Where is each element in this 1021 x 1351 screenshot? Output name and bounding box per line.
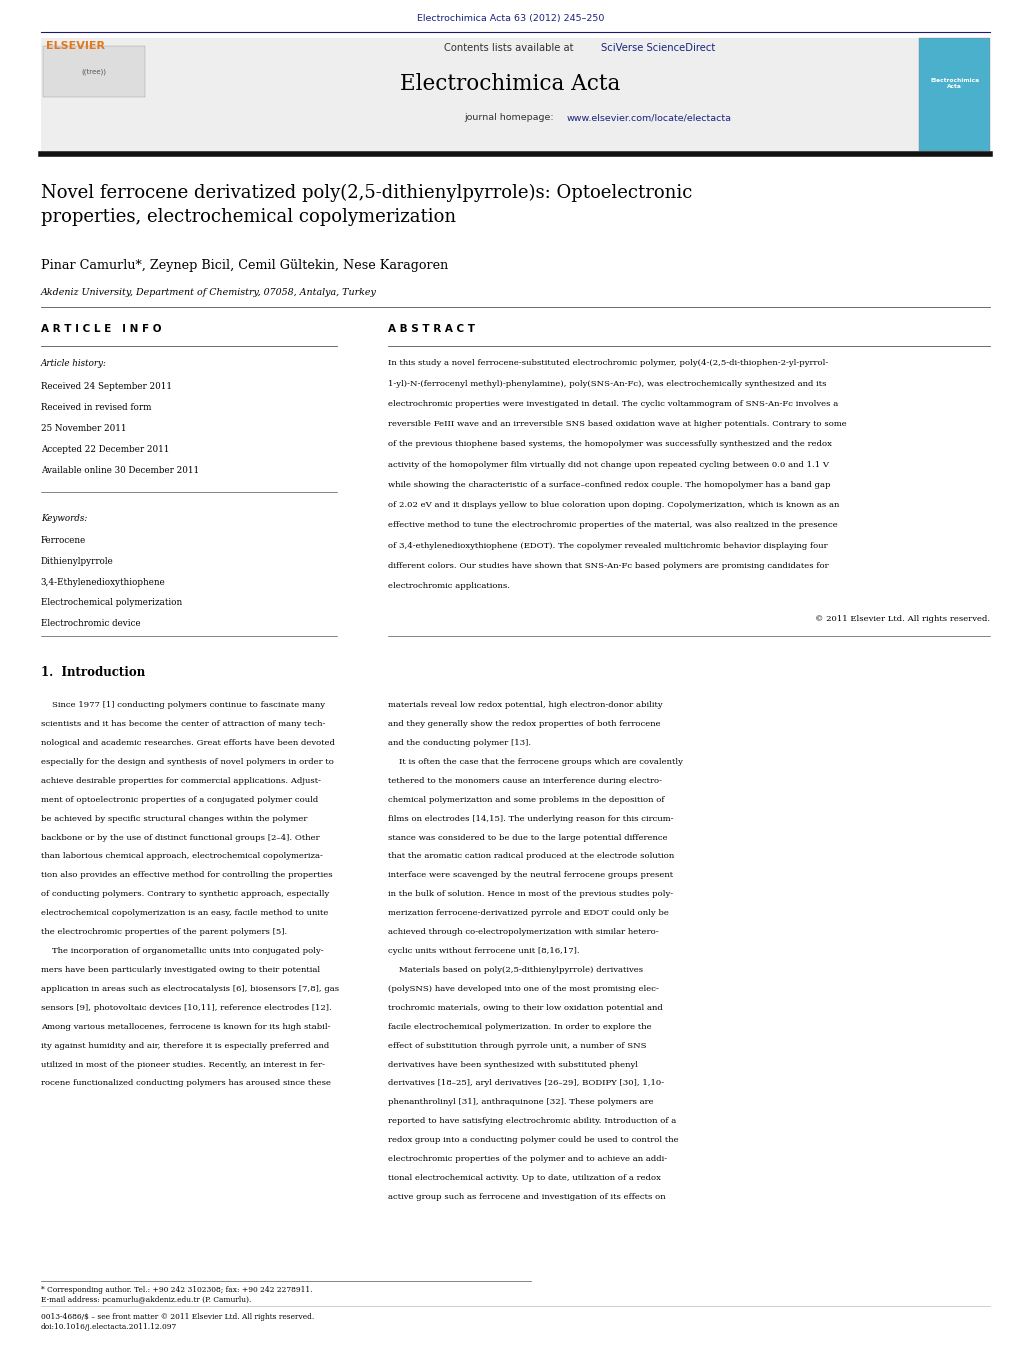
- Text: 0013-4686/$ – see front matter © 2011 Elsevier Ltd. All rights reserved.: 0013-4686/$ – see front matter © 2011 El…: [41, 1313, 314, 1321]
- Text: In this study a novel ferrocene-substituted electrochromic polymer, poly(4-(2,5-: In this study a novel ferrocene-substitu…: [388, 359, 828, 367]
- Text: effective method to tune the electrochromic properties of the material, was also: effective method to tune the electrochro…: [388, 521, 837, 530]
- Text: mers have been particularly investigated owing to their potential: mers have been particularly investigated…: [41, 966, 320, 974]
- Text: Materials based on poly(2,5-dithienylpyrrole) derivatives: Materials based on poly(2,5-dithienylpyr…: [388, 966, 643, 974]
- Text: interface were scavenged by the neutral ferrocene groups present: interface were scavenged by the neutral …: [388, 871, 673, 880]
- Text: Ferrocene: Ferrocene: [41, 536, 86, 544]
- Text: electrochromic properties of the polymer and to achieve an addi-: electrochromic properties of the polymer…: [388, 1155, 667, 1163]
- Text: merization ferrocene-derivatized pyrrole and EDOT could only be: merization ferrocene-derivatized pyrrole…: [388, 909, 669, 917]
- Text: Received 24 September 2011: Received 24 September 2011: [41, 382, 172, 392]
- Text: backbone or by the use of distinct functional groups [2–4]. Other: backbone or by the use of distinct funct…: [41, 834, 320, 842]
- Text: * Corresponding author. Tel.: +90 242 3102308; fax: +90 242 2278911.: * Corresponding author. Tel.: +90 242 31…: [41, 1286, 312, 1294]
- Text: Accepted 22 December 2011: Accepted 22 December 2011: [41, 446, 169, 454]
- Text: scientists and it has become the center of attraction of many tech-: scientists and it has become the center …: [41, 720, 326, 728]
- Text: Since 1977 [1] conducting polymers continue to fascinate many: Since 1977 [1] conducting polymers conti…: [41, 701, 325, 709]
- FancyBboxPatch shape: [41, 38, 990, 151]
- Text: active group such as ferrocene and investigation of its effects on: active group such as ferrocene and inves…: [388, 1193, 666, 1201]
- Text: and the conducting polymer [13].: and the conducting polymer [13].: [388, 739, 531, 747]
- Text: Pinar Camurlu*, Zeynep Bicil, Cemil Gültekin, Nese Karagoren: Pinar Camurlu*, Zeynep Bicil, Cemil Gült…: [41, 259, 448, 273]
- Text: utilized in most of the pioneer studies. Recently, an interest in fer-: utilized in most of the pioneer studies.…: [41, 1061, 325, 1069]
- Text: redox group into a conducting polymer could be used to control the: redox group into a conducting polymer co…: [388, 1136, 679, 1144]
- Text: Electrochromic device: Electrochromic device: [41, 620, 141, 628]
- Text: facile electrochemical polymerization. In order to explore the: facile electrochemical polymerization. I…: [388, 1023, 651, 1031]
- Text: ment of optoelectronic properties of a conjugated polymer could: ment of optoelectronic properties of a c…: [41, 796, 319, 804]
- Text: and they generally show the redox properties of both ferrocene: and they generally show the redox proper…: [388, 720, 661, 728]
- Text: tional electrochemical activity. Up to date, utilization of a redox: tional electrochemical activity. Up to d…: [388, 1174, 661, 1182]
- Text: reported to have satisfying electrochromic ability. Introduction of a: reported to have satisfying electrochrom…: [388, 1117, 676, 1125]
- Text: Received in revised form: Received in revised form: [41, 403, 151, 412]
- Text: achieve desirable properties for commercial applications. Adjust-: achieve desirable properties for commerc…: [41, 777, 321, 785]
- Text: ity against humidity and air, therefore it is especially preferred and: ity against humidity and air, therefore …: [41, 1042, 329, 1050]
- Text: while showing the characteristic of a surface–confined redox couple. The homopol: while showing the characteristic of a su…: [388, 481, 830, 489]
- Text: E-mail address: pcamurlu@akdeniz.edu.tr (P. Camurlu).: E-mail address: pcamurlu@akdeniz.edu.tr …: [41, 1296, 251, 1304]
- Text: Contents lists available at: Contents lists available at: [444, 43, 577, 53]
- Text: Among various metallocenes, ferrocene is known for its high stabil-: Among various metallocenes, ferrocene is…: [41, 1023, 331, 1031]
- Text: © 2011 Elsevier Ltd. All rights reserved.: © 2011 Elsevier Ltd. All rights reserved…: [815, 615, 990, 623]
- Text: Electrochemical polymerization: Electrochemical polymerization: [41, 598, 182, 608]
- Text: effect of substitution through pyrrole unit, a number of SNS: effect of substitution through pyrrole u…: [388, 1042, 646, 1050]
- Text: 1.  Introduction: 1. Introduction: [41, 666, 145, 680]
- Text: Available online 30 December 2011: Available online 30 December 2011: [41, 466, 199, 476]
- Text: derivatives have been synthesized with substituted phenyl: derivatives have been synthesized with s…: [388, 1061, 638, 1069]
- Text: It is often the case that the ferrocene groups which are covalently: It is often the case that the ferrocene …: [388, 758, 683, 766]
- Text: application in areas such as electrocatalysis [6], biosensors [7,8], gas: application in areas such as electrocata…: [41, 985, 339, 993]
- Text: A R T I C L E   I N F O: A R T I C L E I N F O: [41, 324, 161, 334]
- Text: Electrochimica
Acta: Electrochimica Acta: [930, 78, 979, 89]
- Text: of conducting polymers. Contrary to synthetic approach, especially: of conducting polymers. Contrary to synt…: [41, 890, 329, 898]
- Text: electrochemical copolymerization is an easy, facile method to unite: electrochemical copolymerization is an e…: [41, 909, 328, 917]
- Text: A B S T R A C T: A B S T R A C T: [388, 324, 475, 334]
- Text: sensors [9], photovoltaic devices [10,11], reference electrodes [12].: sensors [9], photovoltaic devices [10,11…: [41, 1004, 332, 1012]
- Text: than laborious chemical approach, electrochemical copolymeriza-: than laborious chemical approach, electr…: [41, 852, 323, 861]
- Text: of the previous thiophene based systems, the homopolymer was successfully synthe: of the previous thiophene based systems,…: [388, 440, 832, 449]
- Text: in the bulk of solution. Hence in most of the previous studies poly-: in the bulk of solution. Hence in most o…: [388, 890, 673, 898]
- Text: especially for the design and synthesis of novel polymers in order to: especially for the design and synthesis …: [41, 758, 334, 766]
- Text: materials reveal low redox potential, high electron-donor ability: materials reveal low redox potential, hi…: [388, 701, 663, 709]
- Text: tethered to the monomers cause an interference during electro-: tethered to the monomers cause an interf…: [388, 777, 662, 785]
- FancyBboxPatch shape: [919, 38, 990, 151]
- Text: 1-yl)-N-(ferrocenyl methyl)-phenylamine), poly(SNS-An-Fc), was electrochemically: 1-yl)-N-(ferrocenyl methyl)-phenylamine)…: [388, 380, 826, 388]
- Text: journal homepage:: journal homepage:: [465, 113, 556, 123]
- Text: ((tree)): ((tree)): [82, 69, 106, 74]
- Text: Novel ferrocene derivatized poly(2,5-dithienylpyrrole)s: Optoelectronic
properti: Novel ferrocene derivatized poly(2,5-dit…: [41, 184, 692, 226]
- Text: tion also provides an effective method for controlling the properties: tion also provides an effective method f…: [41, 871, 333, 880]
- Text: cyclic units without ferrocene unit [8,16,17].: cyclic units without ferrocene unit [8,1…: [388, 947, 580, 955]
- Text: Electrochimica Acta: Electrochimica Acta: [400, 73, 621, 95]
- Text: doi:10.1016/j.electacta.2011.12.097: doi:10.1016/j.electacta.2011.12.097: [41, 1323, 177, 1331]
- Text: 3,4-Ethylenedioxythiophene: 3,4-Ethylenedioxythiophene: [41, 578, 165, 586]
- Text: different colors. Our studies have shown that SNS-An-Fc based polymers are promi: different colors. Our studies have shown…: [388, 562, 829, 570]
- Text: rocene functionalized conducting polymers has aroused since these: rocene functionalized conducting polymer…: [41, 1079, 331, 1088]
- Text: reversible FeIII wave and an irreversible SNS based oxidation wave at higher pot: reversible FeIII wave and an irreversibl…: [388, 420, 846, 428]
- Text: www.elsevier.com/locate/electacta: www.elsevier.com/locate/electacta: [567, 113, 732, 123]
- FancyBboxPatch shape: [43, 46, 145, 97]
- Text: chemical polymerization and some problems in the deposition of: chemical polymerization and some problem…: [388, 796, 665, 804]
- Text: be achieved by specific structural changes within the polymer: be achieved by specific structural chang…: [41, 815, 307, 823]
- Text: trochromic materials, owing to their low oxidation potential and: trochromic materials, owing to their low…: [388, 1004, 663, 1012]
- Text: 25 November 2011: 25 November 2011: [41, 424, 127, 434]
- Text: The incorporation of organometallic units into conjugated poly-: The incorporation of organometallic unit…: [41, 947, 324, 955]
- Text: SciVerse ScienceDirect: SciVerse ScienceDirect: [601, 43, 716, 53]
- Text: Electrochimica Acta 63 (2012) 245–250: Electrochimica Acta 63 (2012) 245–250: [417, 14, 604, 23]
- Text: the electrochromic properties of the parent polymers [5].: the electrochromic properties of the par…: [41, 928, 287, 936]
- Text: Keywords:: Keywords:: [41, 515, 87, 523]
- Text: Article history:: Article history:: [41, 359, 107, 369]
- Text: films on electrodes [14,15]. The underlying reason for this circum-: films on electrodes [14,15]. The underly…: [388, 815, 674, 823]
- Text: that the aromatic cation radical produced at the electrode solution: that the aromatic cation radical produce…: [388, 852, 674, 861]
- Text: phenanthrolinyl [31], anthraquinone [32]. These polymers are: phenanthrolinyl [31], anthraquinone [32]…: [388, 1098, 653, 1106]
- Text: derivatives [18–25], aryl derivatives [26–29], BODIPY [30], 1,10-: derivatives [18–25], aryl derivatives [2…: [388, 1079, 664, 1088]
- Text: electrochromic applications.: electrochromic applications.: [388, 582, 509, 590]
- Text: activity of the homopolymer film virtually did not change upon repeated cycling : activity of the homopolymer film virtual…: [388, 461, 829, 469]
- Text: Akdeniz University, Department of Chemistry, 07058, Antalya, Turkey: Akdeniz University, Department of Chemis…: [41, 288, 377, 297]
- Text: electrochromic properties were investigated in detail. The cyclic voltammogram o: electrochromic properties were investiga…: [388, 400, 838, 408]
- Text: of 3,4-ethylenedioxythiophene (EDOT). The copolymer revealed multichromic behavi: of 3,4-ethylenedioxythiophene (EDOT). Th…: [388, 542, 828, 550]
- Text: nological and academic researches. Great efforts have been devoted: nological and academic researches. Great…: [41, 739, 335, 747]
- Text: (polySNS) have developed into one of the most promising elec-: (polySNS) have developed into one of the…: [388, 985, 659, 993]
- Text: achieved through co-electropolymerization with similar hetero-: achieved through co-electropolymerizatio…: [388, 928, 659, 936]
- Text: of 2.02 eV and it displays yellow to blue coloration upon doping. Copolymerizati: of 2.02 eV and it displays yellow to blu…: [388, 501, 839, 509]
- Text: ELSEVIER: ELSEVIER: [46, 41, 105, 50]
- Text: Dithienylpyrrole: Dithienylpyrrole: [41, 557, 113, 566]
- Text: stance was considered to be due to the large potential difference: stance was considered to be due to the l…: [388, 834, 668, 842]
